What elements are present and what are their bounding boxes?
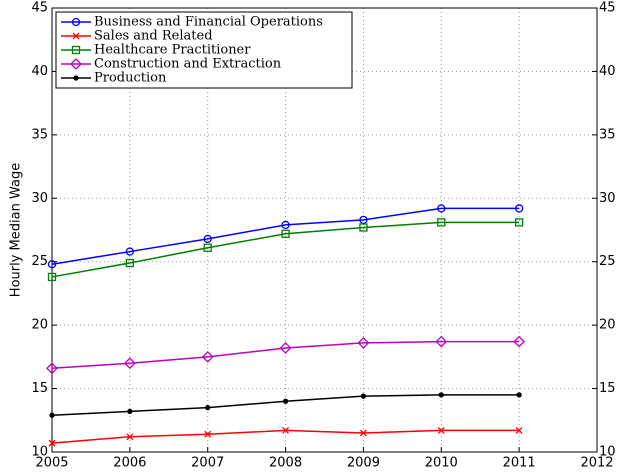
marker [515, 426, 523, 434]
marker [281, 229, 290, 238]
marker [513, 335, 526, 348]
x-tick-label: 2010 [425, 456, 458, 471]
marker [47, 272, 57, 282]
y-tick-label: 35 [31, 127, 48, 142]
y-axis-label: Hourly Median Wage [9, 163, 24, 297]
y-tick-label: 10 [31, 445, 48, 460]
x-tick-label: 2011 [503, 456, 536, 471]
marker [125, 258, 135, 268]
marker [126, 433, 134, 441]
legend-label: Construction and Extraction [94, 57, 282, 72]
legend-marker [71, 45, 81, 55]
marker [437, 426, 445, 434]
marker [359, 223, 368, 232]
series-line [51, 207, 520, 265]
marker [359, 429, 367, 437]
marker [125, 247, 135, 256]
y2-tick-label: 20 [599, 318, 616, 333]
y-tick-label: 25 [31, 254, 48, 269]
marker [123, 357, 136, 370]
x-tick-label: 2008 [269, 456, 302, 471]
marker [357, 336, 370, 349]
legend-marker [70, 58, 82, 70]
y2-tick-label: 40 [599, 64, 616, 79]
legend-marker [73, 75, 79, 81]
legend-marker [72, 32, 80, 40]
x-tick-label: 2006 [113, 456, 146, 471]
y-tick-label: 40 [31, 64, 48, 79]
series-line [51, 340, 520, 370]
x-tick-label: 2007 [191, 456, 224, 471]
marker [281, 220, 290, 230]
marker [516, 392, 522, 398]
marker [437, 218, 446, 227]
marker [279, 342, 292, 354]
marker [514, 218, 524, 227]
marker [514, 204, 524, 213]
legend-label: Sales and Related [94, 29, 213, 44]
marker [203, 234, 212, 244]
marker [47, 260, 57, 269]
legend-label: Healthcare Practitioner [94, 43, 251, 58]
marker [201, 350, 214, 363]
legend-label: Production [94, 71, 167, 86]
marker [204, 430, 212, 438]
marker [435, 335, 448, 348]
marker [437, 204, 446, 213]
y2-tick-label: 30 [599, 191, 616, 206]
marker [205, 404, 211, 411]
y-tick-label: 20 [31, 318, 48, 333]
y-tick-label: 15 [31, 381, 48, 396]
y-tick-label: 30 [31, 191, 48, 206]
marker [360, 393, 367, 399]
legend-box [55, 11, 353, 89]
x-tick-label: 2012 [580, 456, 613, 471]
y2-tick-label: 35 [599, 127, 616, 142]
marker [46, 362, 58, 375]
marker [203, 243, 212, 252]
y2-tick-label: 45 [599, 1, 616, 16]
legend-label: Business and Financial Operations [94, 15, 323, 30]
plot-frame [51, 7, 598, 453]
y2-tick-label: 15 [599, 381, 616, 396]
marker [438, 392, 444, 398]
series-line [51, 221, 520, 278]
marker [282, 426, 290, 434]
y2-tick-label: 10 [599, 445, 616, 460]
x-tick-label: 2005 [35, 456, 68, 471]
marker [282, 398, 289, 404]
y-tick-label: 45 [31, 1, 48, 16]
marker [127, 408, 133, 415]
x-tick-label: 2009 [347, 456, 380, 471]
marker [49, 412, 55, 418]
marker [48, 439, 56, 447]
y2-tick-label: 25 [599, 254, 616, 269]
legend-marker [71, 17, 81, 27]
